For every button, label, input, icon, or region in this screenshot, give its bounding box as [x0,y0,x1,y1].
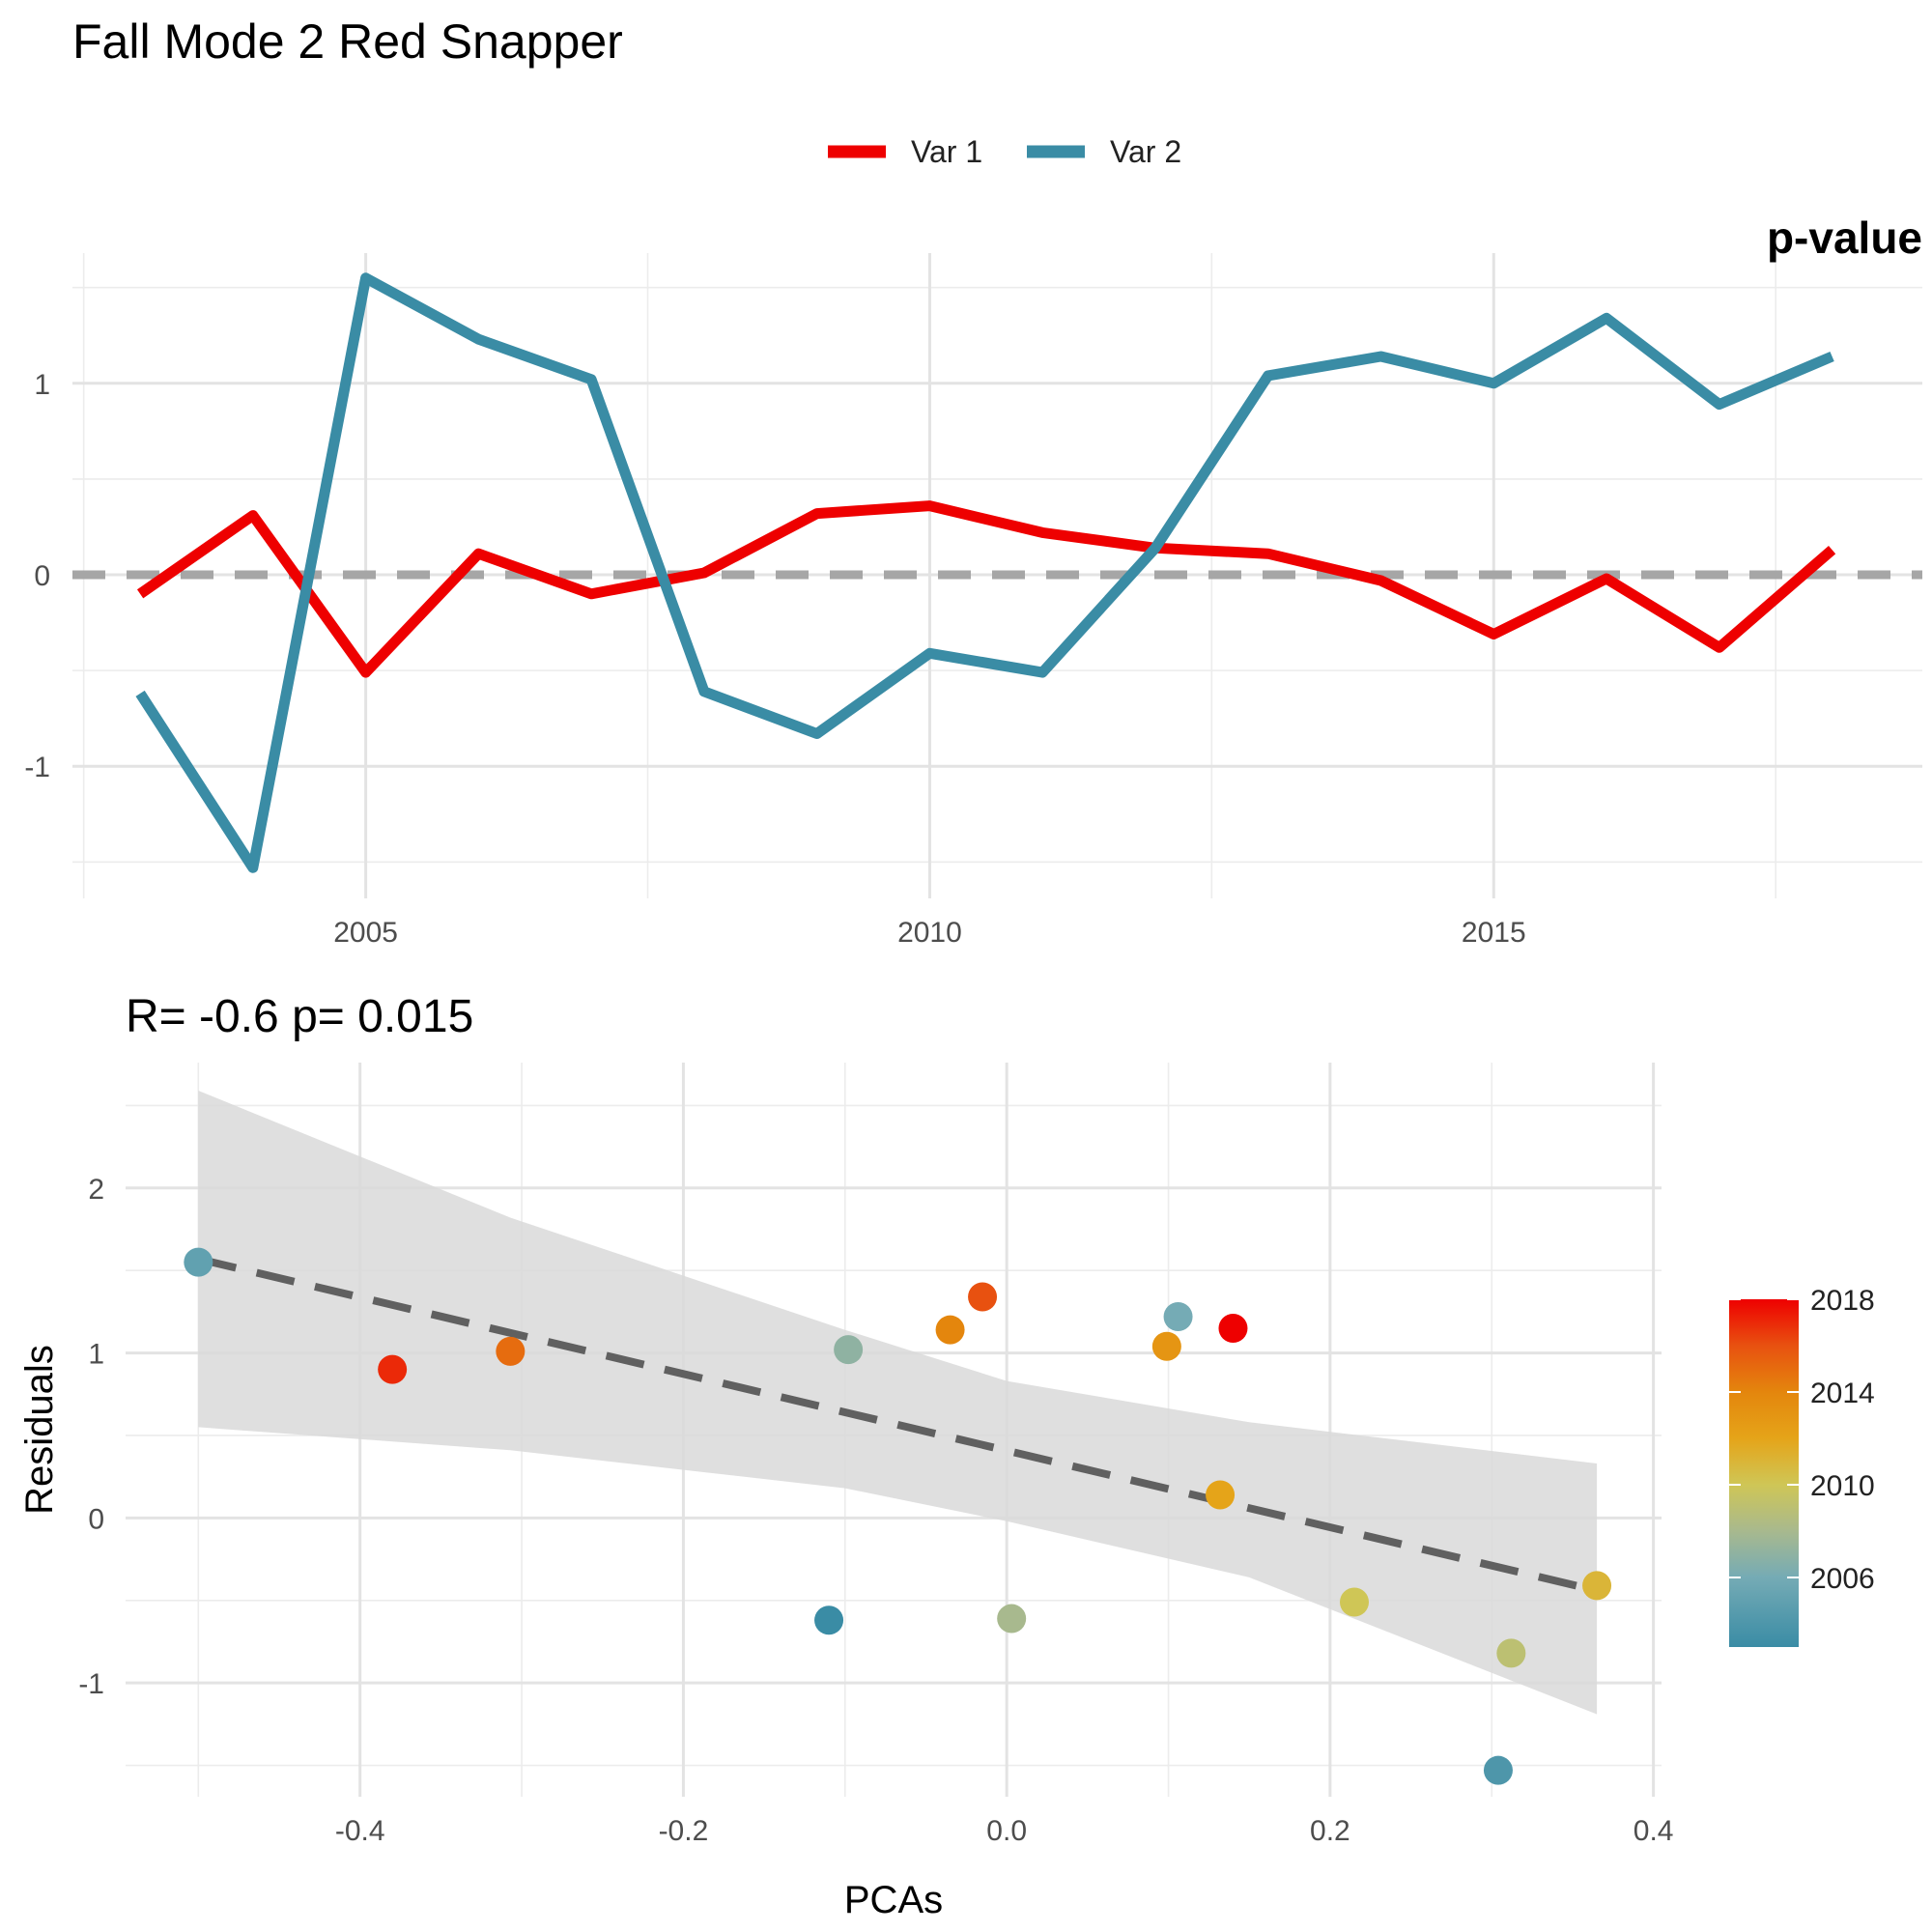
scatter-points [184,1247,1612,1785]
y-tick-label: 0 [88,1503,104,1535]
colorbar-tick-label: 2006 [1810,1563,1875,1595]
series-line-var-1 [136,500,1836,678]
scatter-point-2018 [1218,1313,1248,1343]
scatter-point-2010 [1340,1587,1369,1617]
legend-label-2: Var 2 [1110,134,1181,169]
colorbar-tick-label: 2010 [1810,1470,1875,1502]
bottom-panel-ticks: -0.4 -0.2 0.0 0.2 0.4 -1 0 1 2 [78,1174,1673,1847]
scatter-point-2007 [834,1335,864,1365]
legend: Var 1 Var 2 [828,134,1181,169]
colorbar-tick-label: 2014 [1810,1378,1875,1409]
scatter-point-2003 [814,1605,844,1635]
y-tick-label: -1 [24,752,50,783]
scatter-point-2006 [1163,1302,1193,1332]
top-panel-series [135,272,1836,873]
top-panel-ticks: 2005 2010 2015 -1 0 1 [24,369,1525,949]
y-tick-label: 0 [34,560,50,592]
y-tick-label: 1 [34,369,50,401]
legend-label-1: Var 1 [911,134,982,169]
scatter-point-2014 [935,1315,965,1345]
x-tick-label: 0.2 [1310,1815,1350,1847]
x-tick-label: 2010 [897,917,962,949]
x-tick-label: 2015 [1462,917,1526,949]
x-tick-label: 0.4 [1634,1815,1674,1847]
year-colorbar: 2006 2010 2014 2018 [1729,1285,1875,1647]
chart-title: Fall Mode 2 Red Snapper [72,14,623,69]
y-axis-label: Residuals [18,1345,61,1515]
scatter-point-2015 [496,1336,526,1366]
scatter-point-2013 [1151,1331,1181,1361]
x-axis-label: PCAs [844,1879,943,1921]
scatter-point-2008 [997,1604,1027,1634]
x-tick-label: 0.0 [986,1815,1027,1847]
y-tick-label: 1 [88,1339,104,1371]
correlation-subtitle: R= -0.6 p= 0.015 [126,991,473,1042]
x-tick-label: -0.2 [659,1815,709,1847]
clipped-annotation: p-value [1767,213,1922,263]
x-tick-label: 2005 [333,917,398,949]
colorbar-tick-label: 2018 [1810,1285,1875,1317]
scatter-point-2005 [184,1247,213,1277]
scatter-point-2011 [1582,1571,1612,1601]
confidence-band [198,1091,1598,1715]
scatter-point-2017 [378,1354,408,1384]
scatter-point-2009 [1496,1638,1526,1668]
scatter-point-2016 [968,1282,998,1312]
y-tick-label: 2 [88,1174,104,1206]
scatter-point-2004 [1483,1755,1513,1785]
scatter-point-2012 [1206,1480,1236,1510]
confidence-ribbon [198,1091,1598,1715]
x-tick-label: -0.4 [335,1815,385,1847]
series-line-var-2 [135,272,1834,873]
colorbar-gradient [1729,1299,1799,1647]
y-tick-label: -1 [78,1668,104,1700]
